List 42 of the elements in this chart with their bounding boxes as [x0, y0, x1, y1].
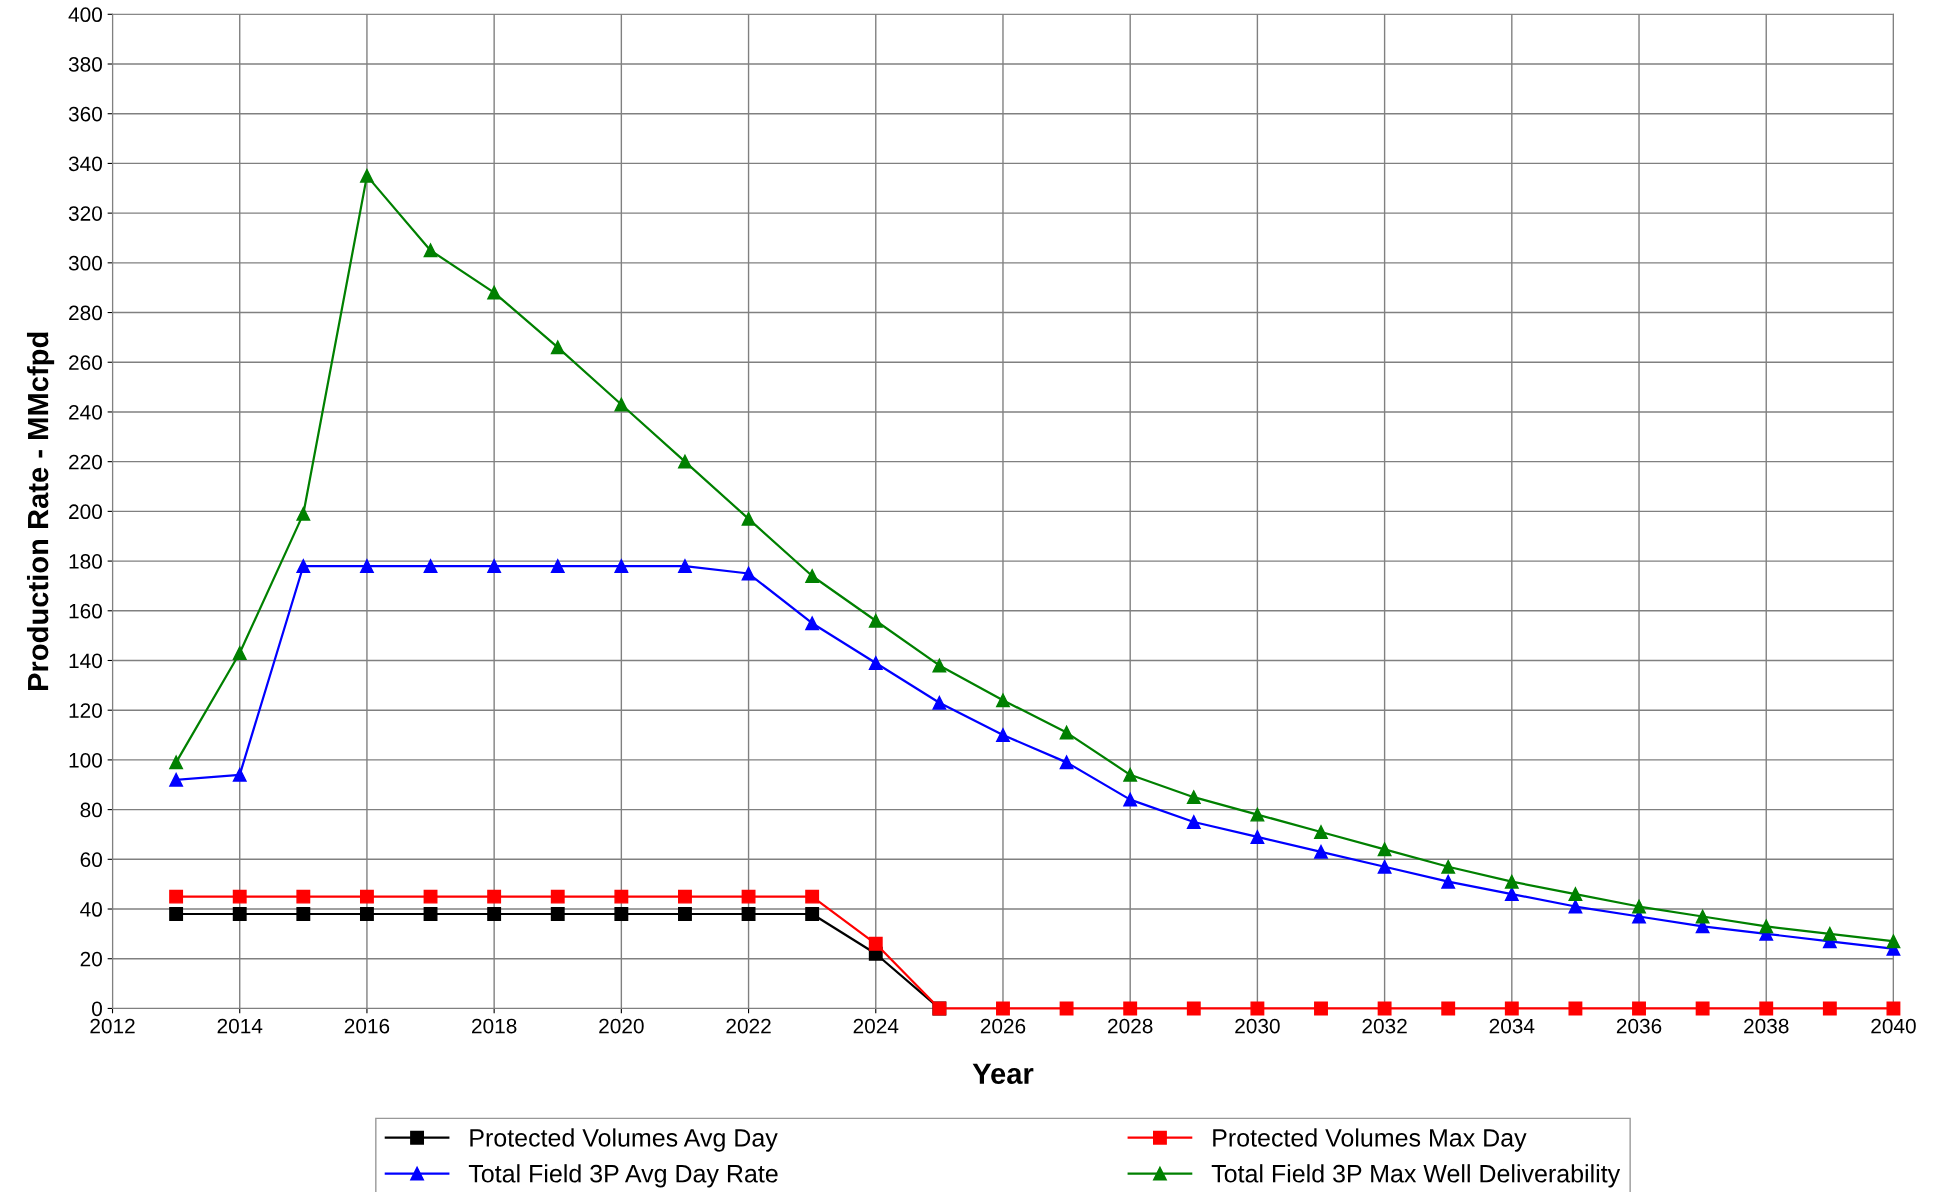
- y-tick-label: 280: [69, 305, 102, 321]
- x-tick-label: 2020: [599, 1018, 644, 1034]
- y-tick-label: 140: [69, 653, 102, 669]
- y-tick-label: 320: [68, 206, 102, 221]
- x-tick-label: 2016: [344, 1018, 390, 1034]
- y-tick-label: 0: [92, 1001, 102, 1017]
- y-tick-label: 360: [68, 106, 102, 122]
- y-tick-label: 120: [69, 703, 102, 718]
- legend-label: Protected Volumes Max Day: [1213, 1128, 1527, 1152]
- x-tick-label: 2036: [1616, 1018, 1662, 1034]
- legend-label: Total Field 3P Max Well Deliverability: [1211, 1164, 1621, 1188]
- x-tick-label: 2012: [90, 1018, 135, 1034]
- y-tick-label: 60: [80, 852, 102, 868]
- x-tick-label: 2014: [217, 1018, 263, 1034]
- x-tick-label: 2024: [853, 1018, 899, 1034]
- legend-label: Total Field 3P Avg Day Rate: [468, 1164, 778, 1188]
- x-tick-label: 2038: [1744, 1018, 1789, 1034]
- y-tick-label: 200: [69, 504, 102, 520]
- x-tick-label: 2022: [726, 1018, 771, 1034]
- y-tick-label: 400: [68, 7, 102, 23]
- y-tick-label: 100: [69, 752, 102, 768]
- y-tick-label: 180: [69, 554, 102, 569]
- y-tick-label: 340: [68, 156, 102, 172]
- x-tick-label: 2018: [472, 1018, 517, 1034]
- x-tick-label: 2040: [1871, 1018, 1916, 1034]
- y-tick-label: 40: [80, 902, 102, 917]
- y-tick-label: 240: [69, 404, 102, 420]
- x-tick-label: 2026: [980, 1018, 1026, 1034]
- legend-label: Protected Volumes Avg Day: [470, 1128, 778, 1152]
- x-axis-title: Year: [972, 1063, 1034, 1084]
- y-tick-label: 160: [69, 603, 102, 619]
- y-tick-label: 260: [69, 355, 102, 370]
- y-tick-label: 380: [68, 57, 102, 72]
- x-tick-label: 2034: [1489, 1018, 1535, 1034]
- y-tick-label: 220: [69, 454, 102, 470]
- y-axis-title: Production Rate - MMcfpd: [26, 332, 55, 691]
- x-tick-label: 2030: [1235, 1018, 1280, 1034]
- y-tick-label: 20: [80, 951, 102, 967]
- y-tick-label: 80: [80, 802, 102, 818]
- y-tick-label: 300: [68, 255, 102, 271]
- x-tick-label: 2028: [1108, 1018, 1153, 1034]
- x-tick-label: 2032: [1362, 1018, 1407, 1034]
